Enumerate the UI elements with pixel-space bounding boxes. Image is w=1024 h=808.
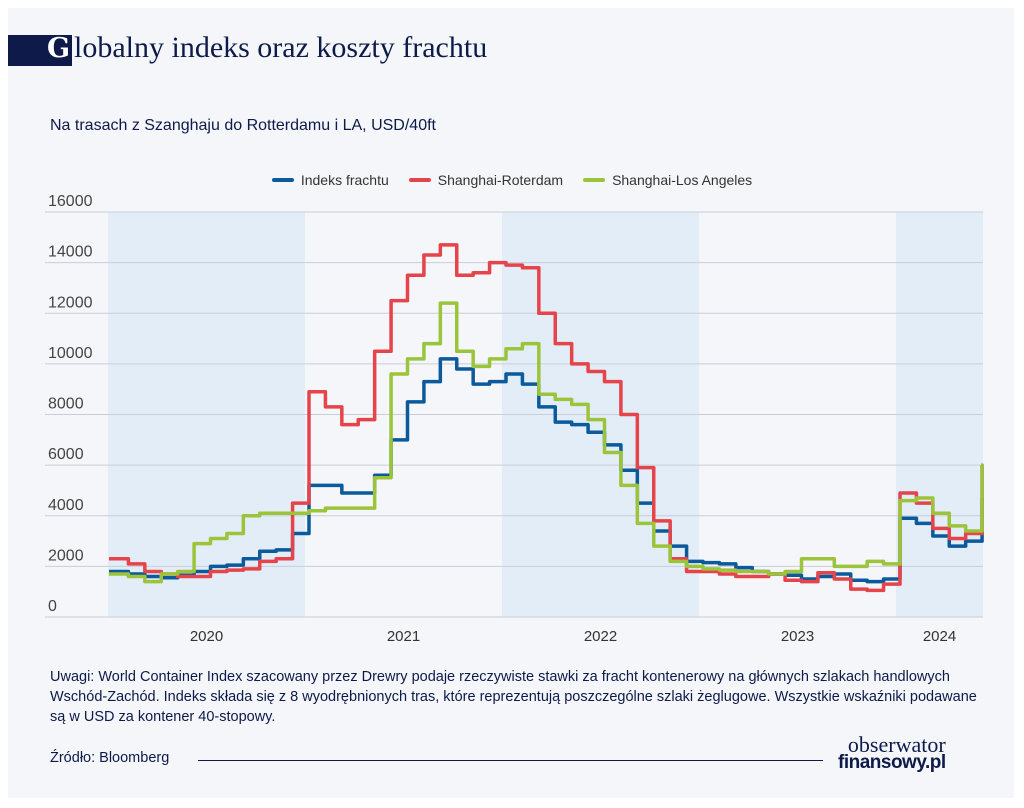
y-tick-label: 12000	[48, 294, 93, 311]
logo: obserwator finansowy.pl	[838, 732, 946, 773]
legend-label: Shanghai-Los Angeles	[612, 172, 753, 188]
y-tick-label: 10000	[48, 345, 93, 362]
x-tick-label: 2024	[923, 628, 956, 645]
legend-item-la: Shanghai-Los Angeles	[583, 172, 752, 188]
footer-divider	[198, 760, 823, 761]
legend-item-rotterdam: Shanghai-Roterdam	[408, 172, 564, 188]
y-tick-label: 0	[48, 598, 57, 615]
x-tick-label: 2021	[387, 628, 420, 645]
x-tick-label: 2023	[781, 628, 814, 645]
legend-label: Indeks frachtu	[300, 172, 389, 188]
series-line-shanghai-roterdam	[109, 243, 984, 593]
y-tick-label: 16000	[48, 193, 93, 210]
x-tick-label: 2020	[190, 628, 223, 645]
y-tick-label: 6000	[48, 446, 84, 463]
y-tick-label: 4000	[48, 497, 84, 514]
series-line-indeks-frachtu	[109, 357, 984, 584]
x-tick-label: 2022	[584, 628, 617, 645]
y-tick-label: 8000	[48, 396, 84, 413]
legend-swatch	[271, 178, 294, 182]
legend-swatch	[408, 178, 431, 182]
logo-line2: finansowy.pl	[838, 752, 946, 773]
legend-item-index: Indeks frachtu	[271, 172, 389, 188]
legend-label: Shanghai-Roterdam	[437, 172, 564, 188]
y-tick-label: 2000	[48, 547, 84, 564]
series-line-shanghai-los-angeles	[109, 301, 984, 584]
page-title: lobalny indeks oraz koszty frachtu	[74, 31, 488, 64]
title-initial: G	[46, 33, 70, 64]
legend: Indeks frachtu Shanghai-Roterdam Shangha…	[0, 172, 1024, 188]
footnote: Uwagi: World Container Index szacowany p…	[50, 669, 977, 725]
y-tick-label: 14000	[48, 244, 93, 261]
source-label: Źródło: Bloomberg	[50, 750, 170, 766]
legend-swatch	[583, 178, 606, 182]
title-accent-block: G	[8, 33, 72, 66]
chart-subtitle: Na trasach z Szanghaju do Rotterdamu i L…	[50, 117, 436, 134]
logo-line1: obserwator	[847, 732, 946, 757]
